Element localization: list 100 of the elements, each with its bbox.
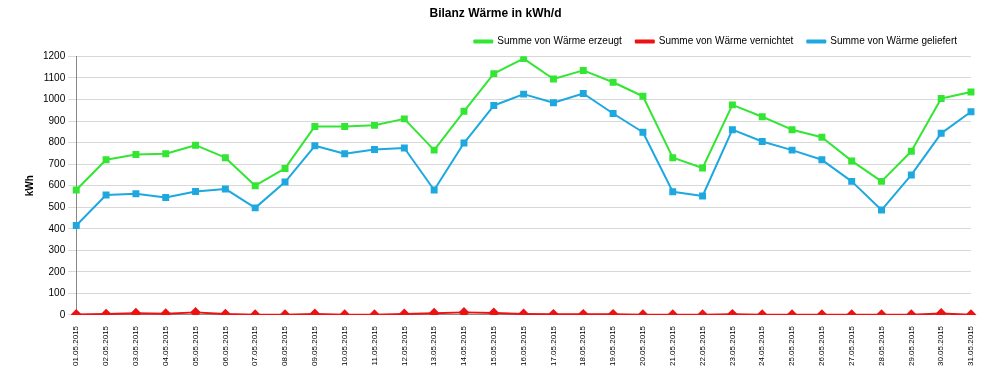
point <box>400 115 408 123</box>
x-tick-label: 08.05.2015 <box>280 325 290 367</box>
point <box>520 56 528 63</box>
point <box>162 150 170 158</box>
x-tick-label: 21.05.2015 <box>667 325 677 367</box>
point <box>430 146 438 154</box>
point <box>937 129 945 137</box>
point <box>371 146 378 153</box>
point <box>102 191 110 199</box>
point <box>132 190 140 198</box>
point <box>669 154 677 162</box>
point <box>967 88 975 96</box>
x-tick-label: 30.05.2015 <box>936 325 946 367</box>
x-tick-label: 04.05.2015 <box>160 325 170 367</box>
point <box>699 164 707 172</box>
point <box>490 102 498 109</box>
point <box>728 126 736 134</box>
point <box>937 94 945 102</box>
point <box>251 182 259 190</box>
point <box>549 99 557 107</box>
point <box>162 194 170 202</box>
point <box>549 75 557 83</box>
point <box>460 139 468 147</box>
point <box>311 122 319 130</box>
point <box>848 157 856 165</box>
y-axis-title: kWh <box>23 175 35 197</box>
x-tick-label: 25.05.2015 <box>787 325 797 367</box>
point <box>579 66 587 74</box>
x-tick-label: 27.05.2015 <box>846 325 856 367</box>
y-tick-label: 600 <box>48 179 66 191</box>
point <box>967 108 975 116</box>
x-tick-label: 28.05.2015 <box>876 325 886 367</box>
point <box>639 128 647 136</box>
y-tick-label: 200 <box>48 265 66 277</box>
y-tick-label: 800 <box>48 136 66 148</box>
x-tick-label: 18.05.2015 <box>578 325 588 367</box>
point <box>460 107 468 115</box>
y-tick-label: 300 <box>48 244 66 256</box>
point <box>72 186 80 194</box>
point <box>818 156 826 164</box>
y-tick-label: 900 <box>48 114 66 126</box>
y-tick-label: 100 <box>48 287 66 299</box>
x-tick-label: 17.05.2015 <box>548 325 558 367</box>
point <box>609 110 617 117</box>
point <box>430 186 438 194</box>
x-tick-label: 07.05.2015 <box>250 325 260 367</box>
x-tick-label: 03.05.2015 <box>131 325 141 367</box>
point <box>341 150 349 158</box>
x-tick-label: 05.05.2015 <box>190 325 200 367</box>
point <box>132 150 140 158</box>
point <box>848 177 856 185</box>
x-tick-label: 09.05.2015 <box>310 325 320 367</box>
point <box>699 192 707 200</box>
y-tick-label: 700 <box>48 157 66 169</box>
point <box>758 138 766 145</box>
x-tick-label: 02.05.2015 <box>101 325 111 367</box>
point <box>878 206 885 214</box>
point <box>669 188 677 196</box>
legend-label: Summe von Wärme geliefert <box>830 35 958 47</box>
point <box>102 156 110 164</box>
legend-label: Summe von Wärme vernichtet <box>658 35 794 47</box>
point <box>907 171 915 179</box>
point <box>728 101 736 109</box>
point <box>221 185 229 193</box>
point <box>311 142 319 150</box>
x-tick-label: 24.05.2015 <box>757 325 767 367</box>
point <box>788 126 796 134</box>
x-tick-label: 29.05.2015 <box>906 325 916 367</box>
point <box>192 141 200 149</box>
x-tick-label: 19.05.2015 <box>608 325 618 367</box>
legend-label: Summe von Wärme erzeugt <box>497 35 623 47</box>
y-tick-label: 1200 <box>43 50 66 62</box>
point <box>788 146 796 154</box>
point <box>579 89 587 97</box>
y-tick-label: 1000 <box>43 93 66 105</box>
x-tick-label: 16.05.2015 <box>518 325 528 367</box>
x-tick-label: 12.05.2015 <box>399 325 409 367</box>
point <box>639 92 647 100</box>
point <box>878 177 885 185</box>
point <box>190 307 201 315</box>
y-tick-label: 500 <box>48 200 66 212</box>
x-tick-label: 26.05.2015 <box>817 325 827 367</box>
x-tick-label: 22.05.2015 <box>697 325 707 367</box>
x-tick-label: 06.05.2015 <box>220 325 230 367</box>
point <box>192 188 200 195</box>
chart-title: Bilanz Wärme in kWh/d <box>429 5 562 20</box>
point <box>221 154 229 162</box>
point <box>400 144 408 152</box>
point <box>251 204 259 212</box>
y-tick-label: 400 <box>48 222 66 234</box>
x-tick-label: 01.05.2015 <box>71 325 81 367</box>
x-tick-label: 14.05.2015 <box>459 325 469 367</box>
point <box>371 121 378 129</box>
x-tick-label: 13.05.2015 <box>429 325 439 367</box>
point <box>907 147 915 155</box>
x-tick-label: 15.05.2015 <box>489 325 498 367</box>
point <box>72 222 80 230</box>
x-tick-label: 31.05.2015 <box>966 325 976 367</box>
point <box>520 90 528 98</box>
x-tick-label: 10.05.2015 <box>339 325 349 367</box>
